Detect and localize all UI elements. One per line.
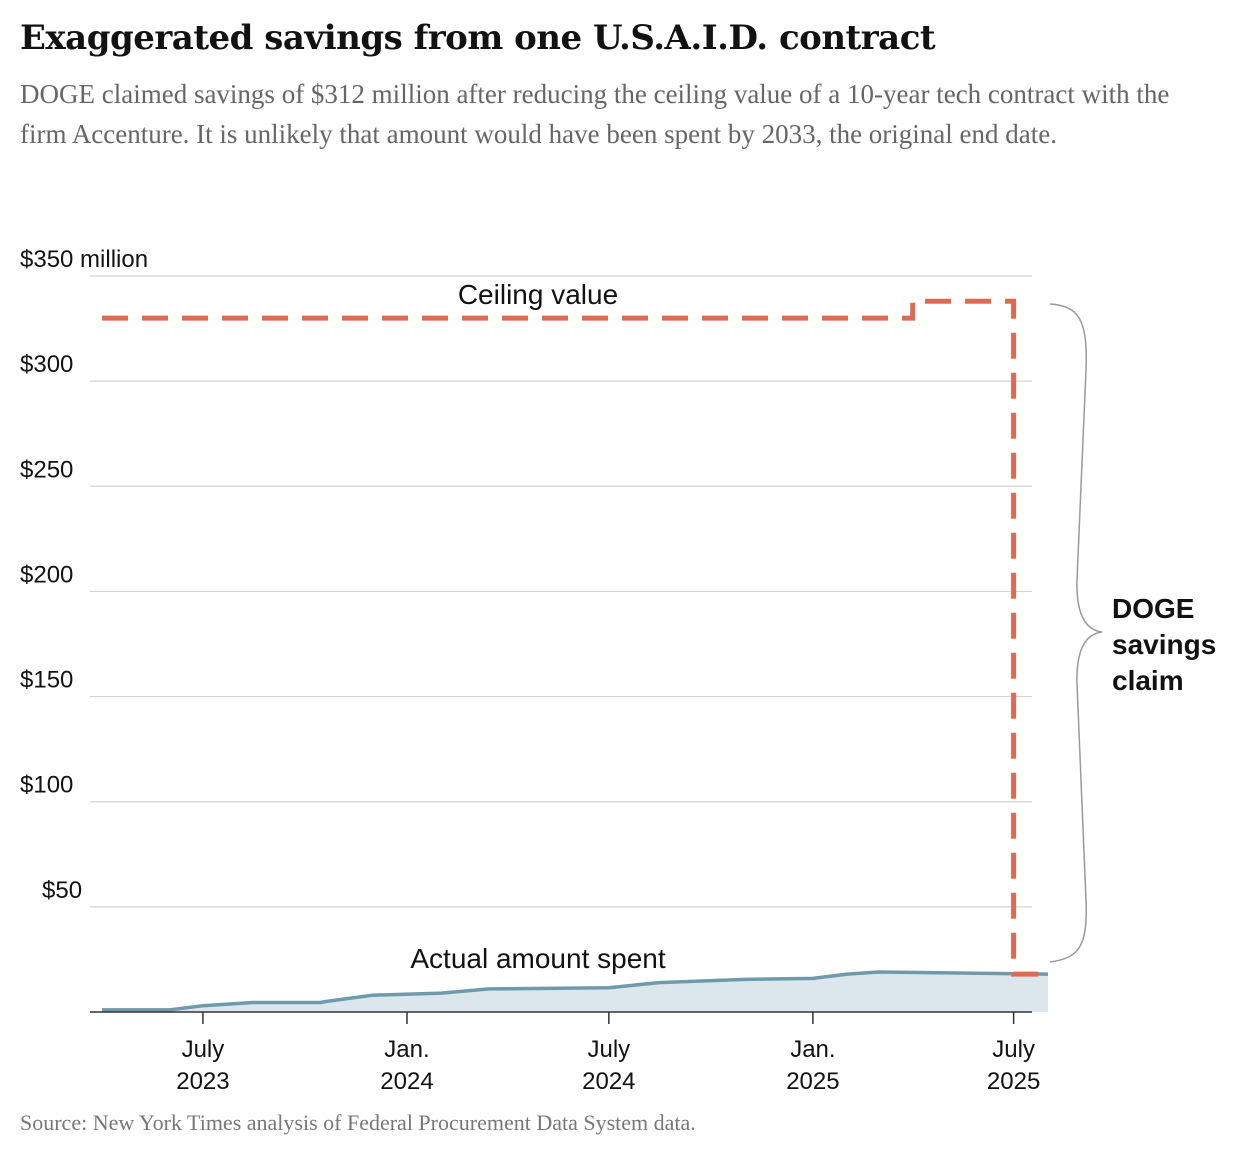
y-tick-label: $350 million — [20, 246, 148, 273]
y-tick-label: $50 — [42, 877, 82, 904]
actual-spent-label: Actual amount spent — [410, 943, 665, 974]
y-tick-label: $200 — [20, 561, 73, 588]
annotations: Ceiling value Actual amount spent DOGE s… — [410, 279, 1216, 974]
y-tick-label: $250 — [20, 456, 73, 483]
x-tick-label-month: Jan. — [790, 1036, 835, 1063]
x-tick-label-year: 2024 — [582, 1068, 635, 1095]
savings-bracket — [1049, 303, 1103, 963]
x-tick-label-month: July — [992, 1036, 1035, 1063]
gridlines: $350 million $300 $250 $200 $150 $100 $50 — [20, 246, 1032, 908]
savings-claim-label-line3: claim — [1112, 665, 1184, 696]
ceiling-value-line — [102, 298, 1048, 977]
x-tick-label-year: 2025 — [987, 1068, 1040, 1095]
y-tick-label: $100 — [20, 772, 73, 799]
savings-claim-label-line1: DOGE — [1112, 593, 1194, 624]
x-tick-label-year: 2024 — [380, 1068, 433, 1095]
y-tick-label: $150 — [20, 667, 73, 694]
x-tick-label-year: 2023 — [176, 1068, 229, 1095]
source-note: Source: New York Times analysis of Feder… — [20, 1110, 696, 1135]
ceiling-value-label: Ceiling value — [458, 279, 618, 310]
x-tick-label-month: Jan. — [384, 1036, 429, 1063]
ceiling-layer — [102, 298, 1048, 977]
chart-title: Exaggerated savings from one U.S.A.I.D. … — [20, 18, 936, 58]
x-tick-label-month: July — [587, 1036, 630, 1063]
savings-claim-label-line2: savings — [1112, 629, 1216, 660]
x-tick-label-month: July — [182, 1036, 225, 1063]
x-axis: July 2023 Jan. 2024 July 2024 Jan. 2025 July 2025 — [90, 1011, 1040, 1095]
x-tick-label-year: 2025 — [786, 1068, 839, 1095]
spent-area-layer — [102, 970, 1049, 1012]
actual-spent-area — [102, 972, 1048, 1012]
y-tick-label: $300 — [20, 351, 73, 378]
chart-subtitle: DOGE claimed savings of $312 million aft… — [20, 79, 1170, 149]
actual-spent-line — [102, 970, 1049, 1012]
